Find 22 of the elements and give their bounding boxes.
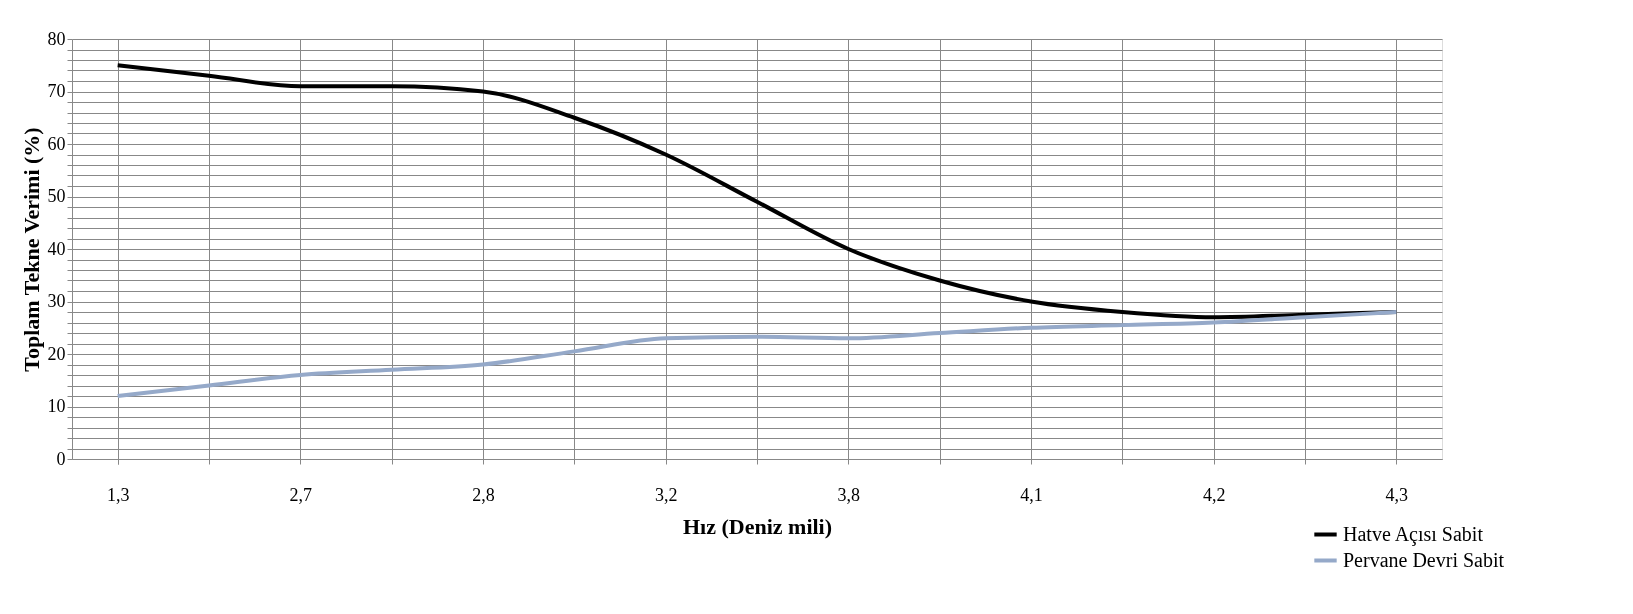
y-tick-label: 60 (47, 133, 66, 154)
y-tick-label: 50 (47, 186, 66, 206)
y-tick-label: 0 (56, 448, 66, 469)
y-tick-label: 40 (47, 238, 66, 259)
x-tick-label: 4,3 (1385, 484, 1409, 505)
x-axis-title: Hız (Deniz mili) (682, 513, 833, 539)
y-tick-label: 30 (47, 291, 66, 311)
y-tick-label: 70 (47, 81, 66, 101)
x-tick-label: 4,2 (1202, 484, 1226, 505)
x-tick-label: 1,3 (106, 484, 130, 505)
x-tick-label: 2,8 (472, 484, 495, 505)
x-tick-label: 3,8 (837, 484, 861, 505)
legend-label: Pervane Devri Sabit (1343, 548, 1505, 571)
x-tick-label: 3,2 (654, 484, 678, 505)
x-tick-label: 2,7 (289, 484, 313, 505)
y-tick-label: 20 (47, 343, 66, 364)
line-series (115, 310, 1399, 398)
x-tick-label: 4,1 (1020, 484, 1043, 505)
y-tick-label: 10 (47, 396, 66, 416)
y-tick-label: 80 (47, 28, 66, 49)
legend-label: Hatve Açısı Sabit (1343, 522, 1484, 546)
y-axis-title: Toplam Tekne Verimi (%) (18, 127, 44, 372)
